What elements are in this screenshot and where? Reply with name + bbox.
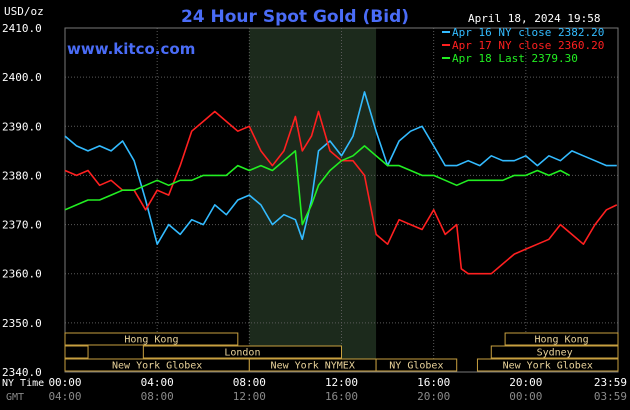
x-tick-label-ny: 20:00: [509, 376, 542, 389]
x-tick-label-ny: 00:00: [48, 376, 81, 389]
y-tick-label: 2350.0: [2, 317, 42, 330]
x-tick-label-ny: 08:00: [233, 376, 266, 389]
session-label: Sydney: [537, 348, 573, 359]
x-tick-label-gmt: 08:00: [141, 390, 174, 403]
y-tick-label: 2390.0: [2, 120, 42, 133]
unit-label: USD/oz: [4, 5, 44, 18]
x-tick-label-gmt: 20:00: [417, 390, 450, 403]
session-box: [490, 345, 619, 359]
x-tick-label-gmt: 00:00: [509, 390, 542, 403]
y-tick-label: 2360.0: [2, 268, 42, 281]
session-box: [504, 332, 619, 346]
chart-title: 24 Hour Spot Gold (Bid): [181, 7, 409, 27]
session-label: Hong Kong: [534, 335, 588, 346]
session-box: [142, 345, 342, 359]
brand-link[interactable]: www.kitco.com: [67, 40, 195, 58]
session-label: New York Globex: [503, 361, 593, 372]
y-axis-ticks: 2410.0 2400.0 2390.0 2380.0 2370.0 2360.0 2350…: [2, 22, 42, 379]
session-label: London: [224, 348, 260, 359]
y-tick-label: 2380.0: [2, 169, 42, 182]
x-tick-label-gmt: 12:00: [233, 390, 266, 403]
session-label: New York Globex: [112, 361, 202, 372]
x-axis-ticks: 00:0004:0004:0008:0008:0012:0012:0016:00…: [48, 376, 627, 403]
y-tick-label: 2340.0: [2, 366, 42, 379]
series-line-3: [64, 145, 570, 226]
series-lines: [64, 91, 618, 275]
series-line-1: [64, 91, 617, 245]
session-label: New York NYMEX: [271, 361, 355, 372]
session-box: [375, 358, 458, 372]
session-box: [64, 345, 89, 359]
x-tick-label-ny: 04:00: [141, 376, 174, 389]
gmt-label: GMT: [6, 392, 24, 403]
x-tick-label-ny: 12:00: [325, 376, 358, 389]
x-tick-label-ny: 16:00: [417, 376, 450, 389]
session-label: NY Globex: [389, 361, 443, 372]
x-tick-label-gmt: 16:00: [325, 390, 358, 403]
session-box: [64, 332, 239, 346]
legend-entry: Apr 17 NY close 2360.20: [452, 39, 604, 52]
x-tick-label-ny: 23:59: [594, 376, 627, 389]
date-stamp: April 18, 2024 19:58: [468, 12, 600, 25]
session-box: [476, 358, 619, 372]
legend-entry: Apr 16 NY close 2382.20: [452, 26, 604, 39]
legend-entry: Apr 18 Last 2379.30: [452, 52, 578, 65]
y-tick-label: 2400.0: [2, 71, 42, 84]
x-tick-label-gmt: 04:00: [48, 390, 81, 403]
session-label: Hong Kong: [124, 335, 178, 346]
plot-border: [64, 27, 619, 373]
x-tick-label-gmt: 03:59: [594, 390, 627, 403]
y-tick-label: 2370.0: [2, 219, 42, 232]
y-tick-label: 2410.0: [2, 22, 42, 35]
market-sessions: Hong Kong Hong Kong London Sydney New York G…: [64, 332, 619, 372]
grid-lines: [64, 27, 619, 373]
ny-time-label: NY Time: [2, 378, 44, 389]
